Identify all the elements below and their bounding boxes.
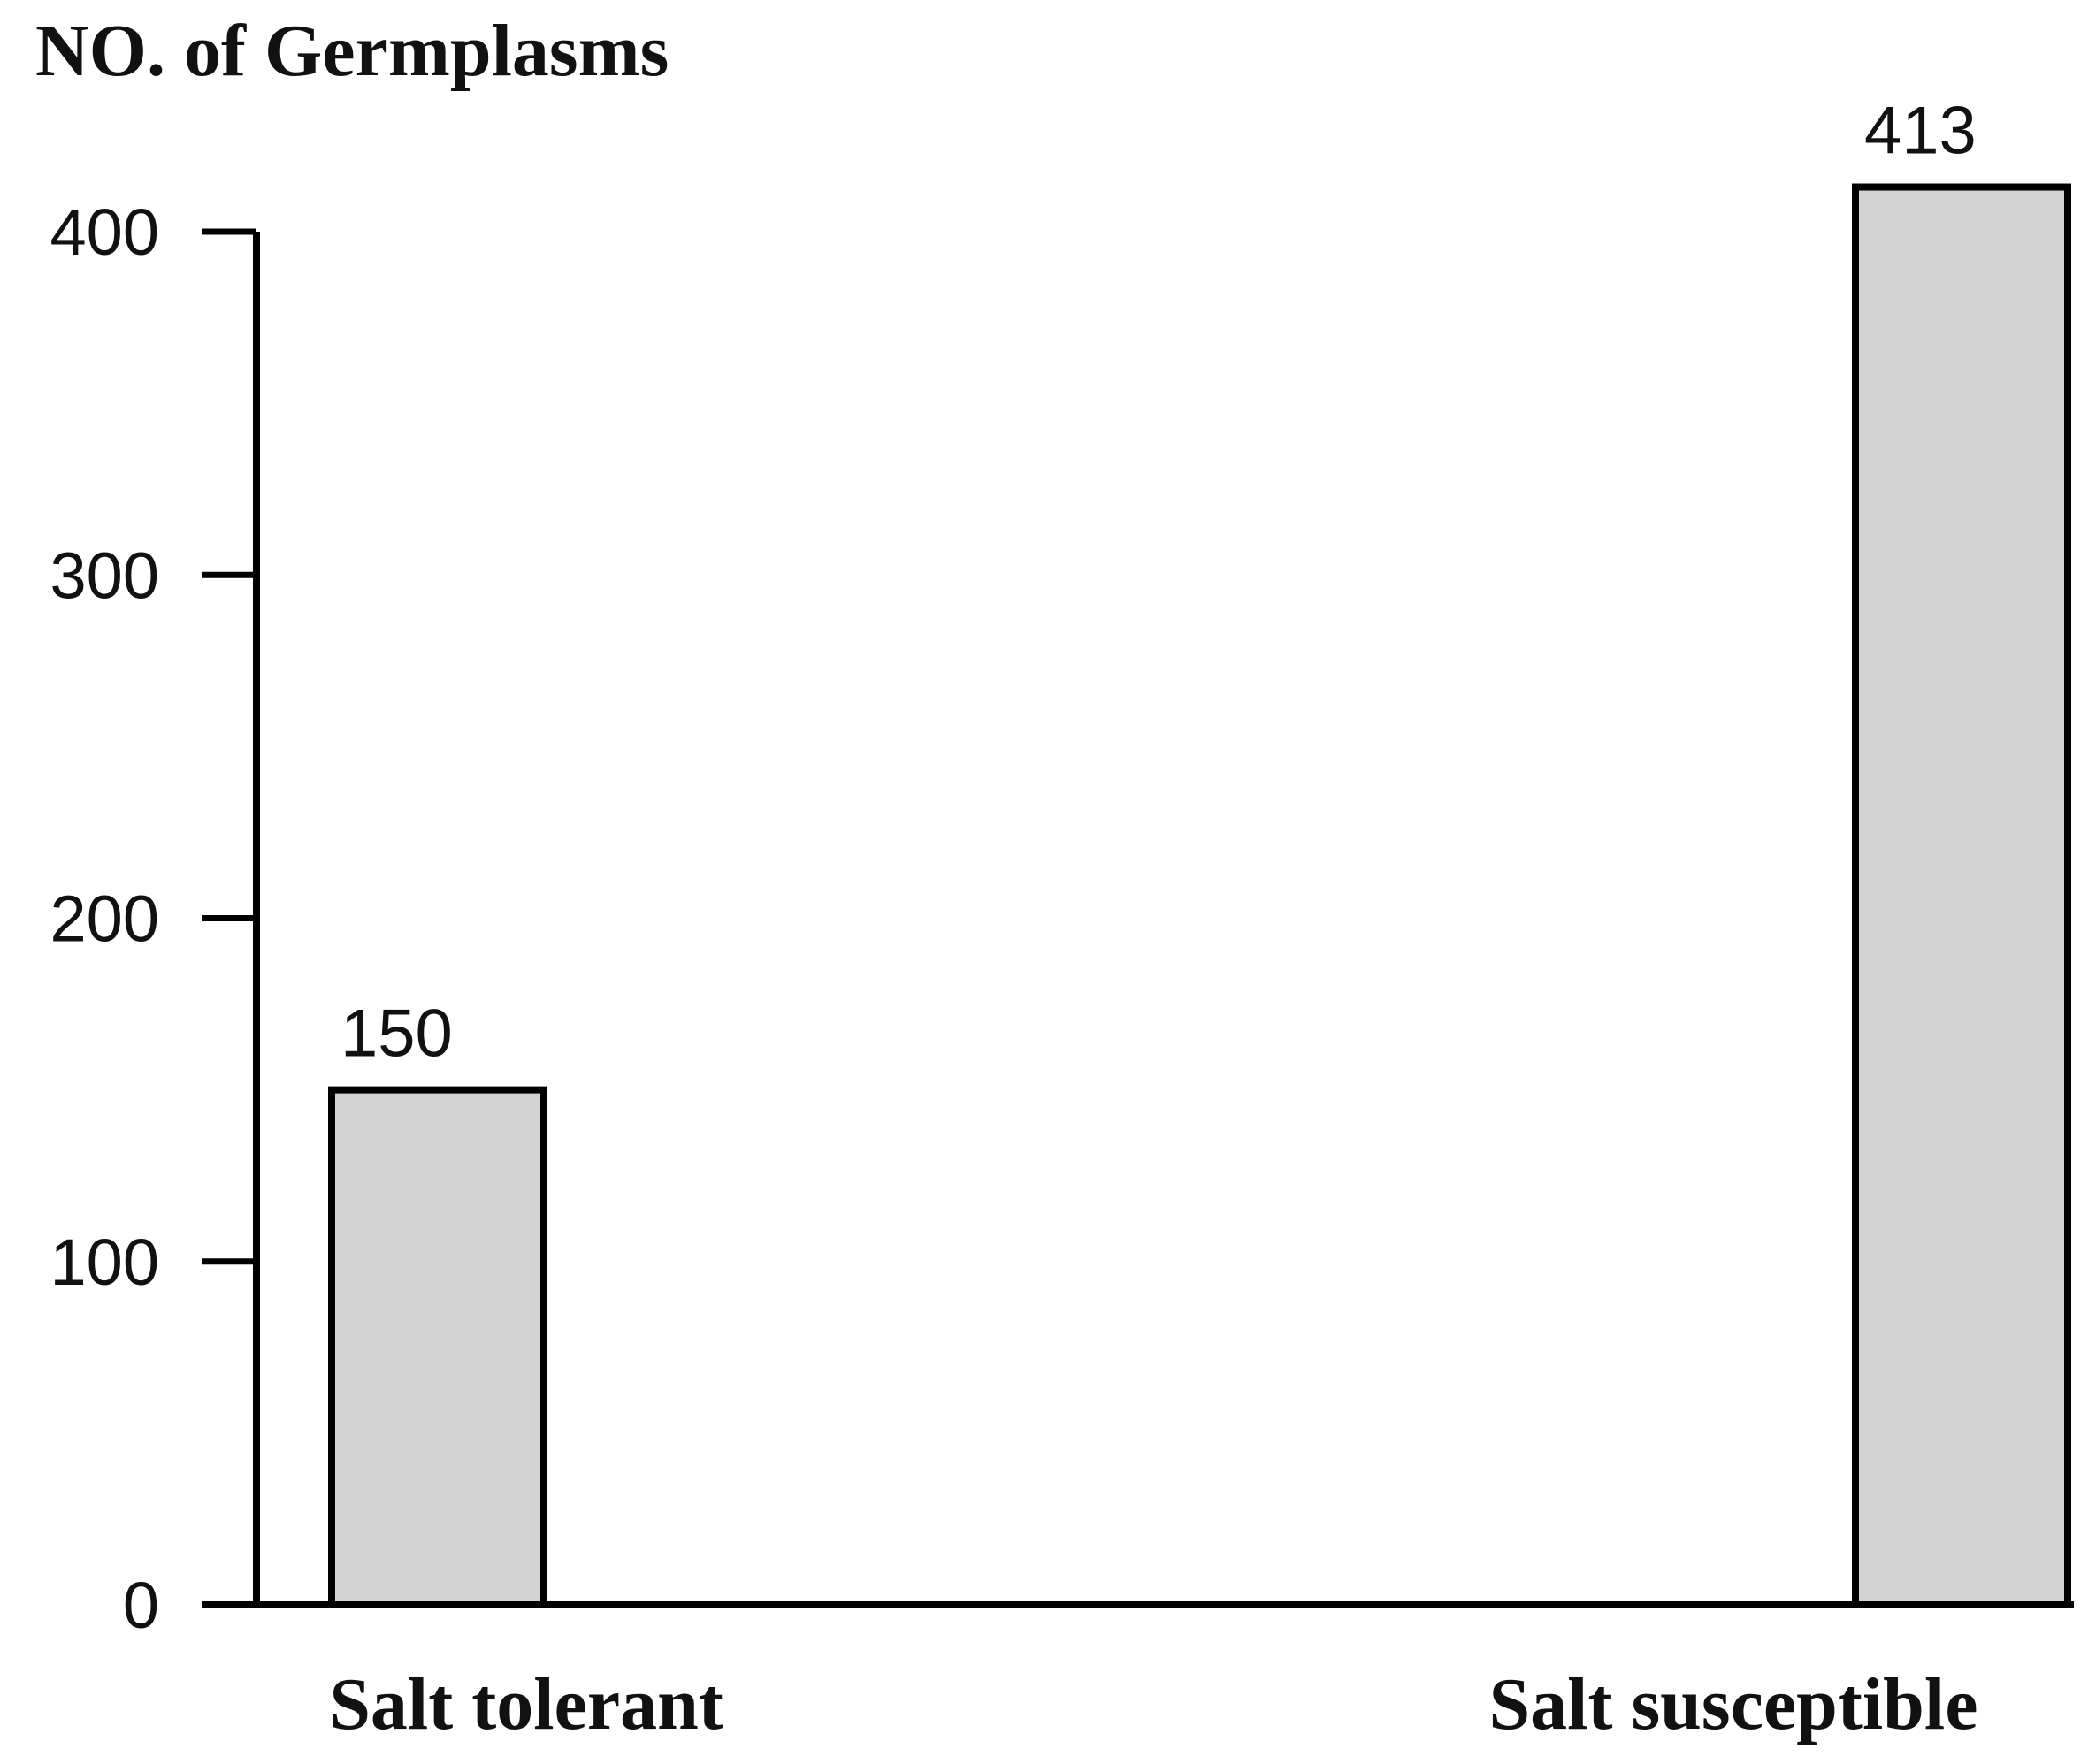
bars-group: 150 413 xyxy=(328,94,2071,1609)
y-tick-label: 0 xyxy=(123,1569,159,1642)
bar-data-label: 413 xyxy=(1864,94,1977,169)
y-tick-label: 200 xyxy=(50,882,159,956)
x-category-label: Salt susceptible xyxy=(1488,1663,1977,1745)
y-tick-label: 300 xyxy=(50,538,159,612)
x-axis-category-labels: Salt tolerant Salt susceptible xyxy=(329,1663,1977,1745)
x-category-label: Salt tolerant xyxy=(329,1663,723,1745)
bar xyxy=(328,1086,547,1608)
y-tick-label: 100 xyxy=(50,1226,159,1299)
y-axis-ticks: 0 100 200 300 400 xyxy=(50,195,256,1642)
y-axis-title: NO. of Germplasms xyxy=(35,10,669,92)
bar-data-label: 150 xyxy=(340,997,453,1072)
bar xyxy=(1852,183,2071,1609)
y-tick-label: 400 xyxy=(50,195,159,269)
